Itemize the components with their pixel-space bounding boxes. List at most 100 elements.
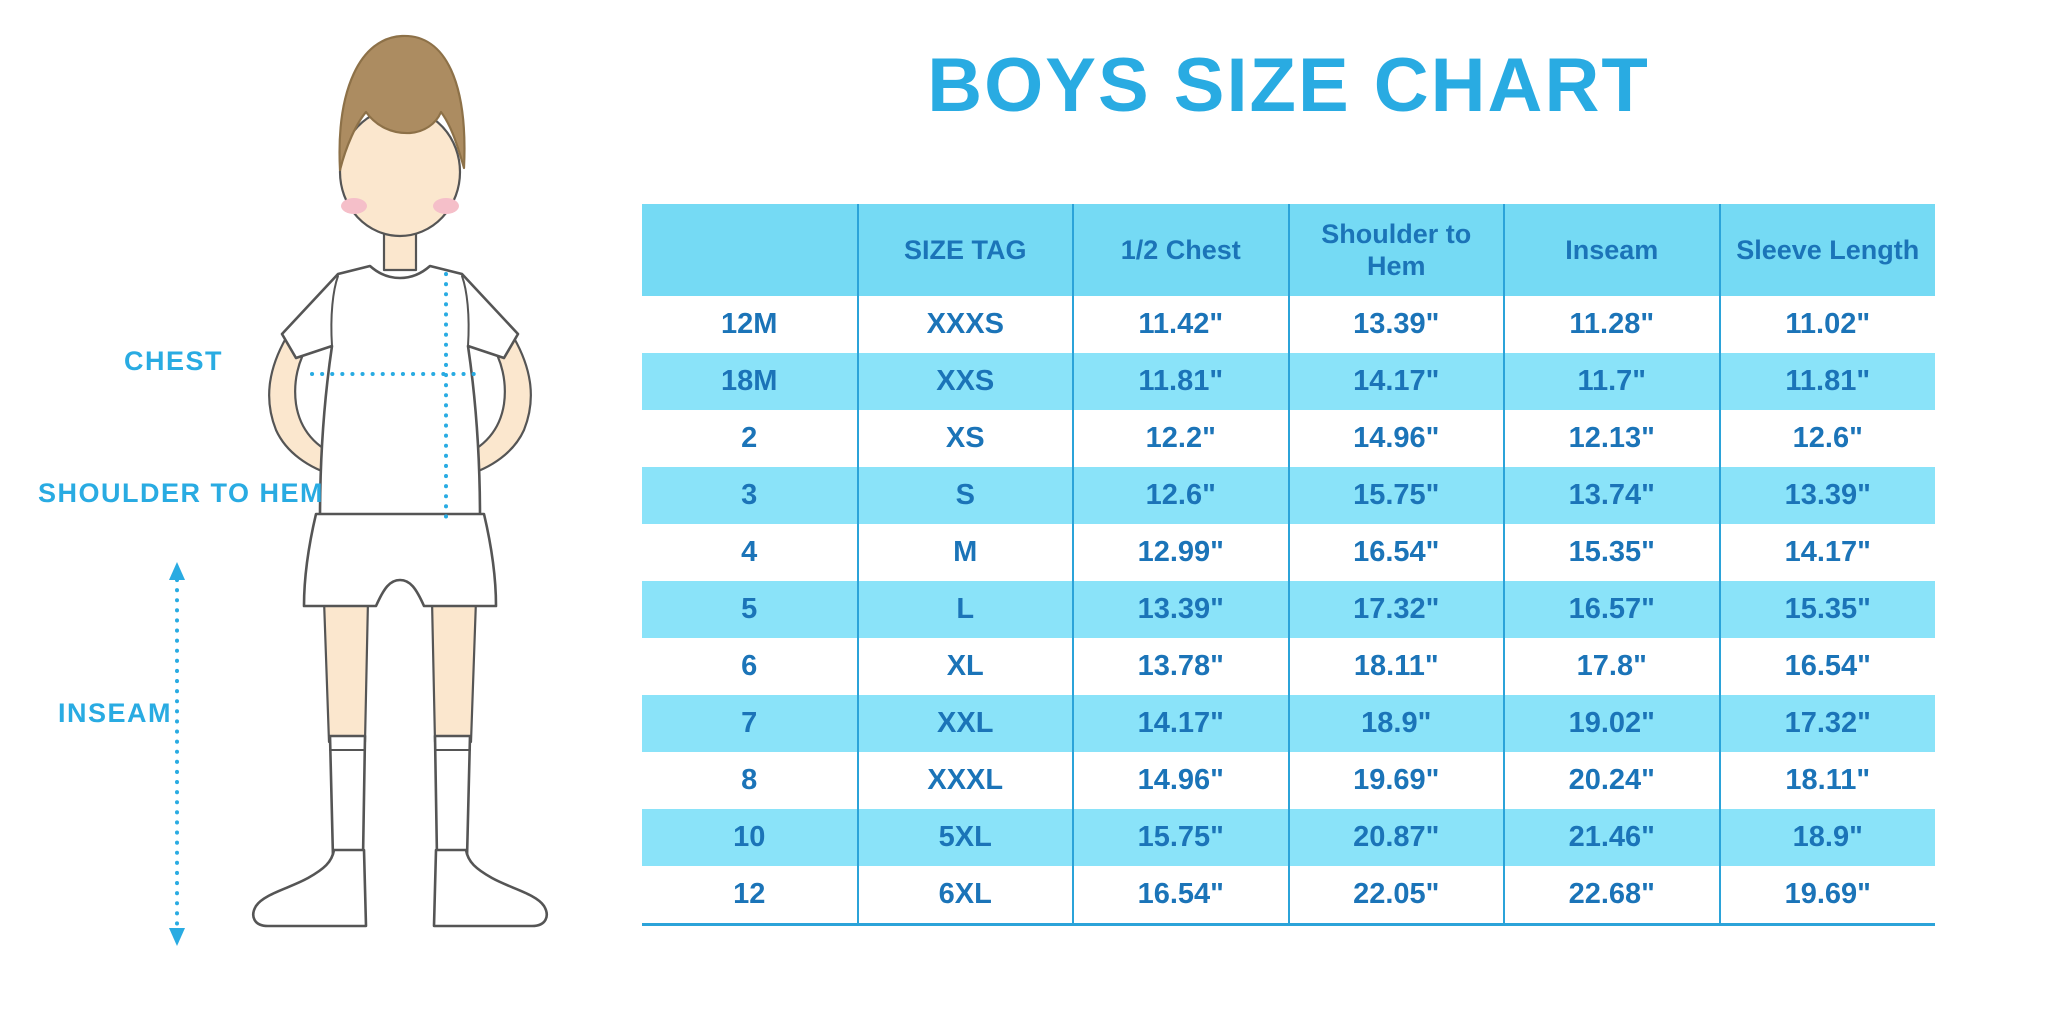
size-cell: 3 [642, 467, 858, 524]
measurement-cell: 13.39" [1718, 467, 1935, 524]
size-tag-cell: XL [856, 638, 1073, 695]
measurement-cell: 19.69" [1718, 866, 1935, 926]
chest-label: CHEST [124, 346, 224, 376]
measurement-cell: 14.17" [1718, 524, 1935, 581]
size-tag-cell: XXXS [856, 296, 1073, 353]
table-row: 12M XXXS 11.42" 13.39" 11.28" 11.02" [642, 296, 1935, 353]
table-row: 10 5XL 15.75" 20.87" 21.46" 18.9" [642, 809, 1935, 866]
inseam-arrow-bottom [169, 928, 185, 946]
column-header-shoulder-to-hem: Shoulder to Hem [1287, 204, 1504, 296]
measurement-cell: 15.75" [1072, 809, 1289, 866]
measurement-cell: 13.39" [1072, 581, 1289, 638]
measurement-cell: 13.74" [1503, 467, 1720, 524]
table-row: 6 XL 13.78" 18.11" 17.8" 16.54" [642, 638, 1935, 695]
size-cell: 18M [642, 353, 858, 410]
size-tag-cell: 6XL [856, 866, 1073, 926]
boy-figure-illustration [0, 0, 640, 1024]
measurement-cell: 15.35" [1503, 524, 1720, 581]
size-cell: 6 [642, 638, 858, 695]
size-tag-cell: S [856, 467, 1073, 524]
measurement-cell: 22.05" [1287, 866, 1504, 926]
measurement-cell: 11.7" [1503, 353, 1720, 410]
measurement-cell: 14.96" [1287, 410, 1504, 467]
size-cell: 5 [642, 581, 858, 638]
size-tag-cell: XS [856, 410, 1073, 467]
size-tag-cell: XXS [856, 353, 1073, 410]
measurement-cell: 12.13" [1503, 410, 1720, 467]
size-tag-cell: M [856, 524, 1073, 581]
measurement-cell: 17.32" [1287, 581, 1504, 638]
measurement-cell: 15.35" [1718, 581, 1935, 638]
measurement-cell: 19.69" [1287, 752, 1504, 809]
tshirt-armhole-left [330, 275, 339, 347]
measurement-cell: 18.11" [1718, 752, 1935, 809]
size-cell: 12M [642, 296, 858, 353]
measurement-cell: 11.28" [1503, 296, 1720, 353]
column-header-half-chest: 1/2 Chest [1072, 204, 1289, 296]
column-header-size [642, 204, 858, 296]
boy-cheek-left [341, 198, 367, 214]
size-cell: 12 [642, 866, 858, 926]
size-cell: 10 [642, 809, 858, 866]
tshirt-armhole-right [461, 275, 470, 347]
measurement-cell: 19.02" [1503, 695, 1720, 752]
measurement-cell: 18.9" [1287, 695, 1504, 752]
boy-shoe-left [252, 848, 368, 928]
table-row: 2 XS 12.2" 14.96" 12.13" 12.6" [642, 410, 1935, 467]
measurement-cell: 13.39" [1287, 296, 1504, 353]
table-row: 5 L 13.39" 17.32" 16.57" 15.35" [642, 581, 1935, 638]
measurement-cell: 22.68" [1503, 866, 1720, 926]
measurement-cell: 14.17" [1072, 695, 1289, 752]
table-row: 4 M 12.99" 16.54" 15.35" 14.17" [642, 524, 1935, 581]
measurement-cell: 14.96" [1072, 752, 1289, 809]
measurement-cell: 11.81" [1718, 353, 1935, 410]
measurement-cell: 16.54" [1718, 638, 1935, 695]
measurement-cell: 16.54" [1287, 524, 1504, 581]
size-tag-cell: XXL [856, 695, 1073, 752]
table-row: 12 6XL 16.54" 22.05" 22.68" 19.69" [642, 866, 1935, 926]
boy-leg-left [322, 598, 370, 744]
size-tag-cell: L [856, 581, 1073, 638]
measurement-cell: 12.2" [1072, 410, 1289, 467]
measurement-cell: 16.57" [1503, 581, 1720, 638]
measurement-cell: 12.6" [1718, 410, 1935, 467]
size-table-body: 12M XXXS 11.42" 13.39" 11.28" 11.02" 18M XXS 11.… [642, 296, 1935, 926]
boy-cheek-right [433, 198, 459, 214]
measurement-cell: 20.87" [1287, 809, 1504, 866]
inseam-arrow-top [169, 562, 185, 580]
table-row: 3 S 12.6" 15.75" 13.74" 13.39" [642, 467, 1935, 524]
boy-sock-right [433, 734, 472, 860]
measurement-cell: 21.46" [1503, 809, 1720, 866]
size-cell: 8 [642, 752, 858, 809]
boy-sock-left [328, 734, 367, 860]
measurement-cell: 11.02" [1718, 296, 1935, 353]
measurement-cell: 17.8" [1503, 638, 1720, 695]
size-table-header: SIZE TAG 1/2 Chest Shoulder to Hem Insea… [642, 204, 1935, 296]
measurement-cell: 12.99" [1072, 524, 1289, 581]
boy-tshirt [280, 264, 520, 520]
measurement-cell: 12.6" [1072, 467, 1289, 524]
measurement-cell: 16.54" [1072, 866, 1289, 926]
table-row: 8 XXXL 14.96" 19.69" 20.24" 18.11" [642, 752, 1935, 809]
measurement-cell: 13.78" [1072, 638, 1289, 695]
measurement-cell: 11.42" [1072, 296, 1289, 353]
size-tag-cell: 5XL [856, 809, 1073, 866]
boy-hair [338, 34, 466, 172]
measurement-cell: 17.32" [1718, 695, 1935, 752]
measurement-cell: 20.24" [1503, 752, 1720, 809]
table-row: 18M XXS 11.81" 14.17" 11.7" 11.81" [642, 353, 1935, 410]
boy-leg-right [430, 598, 478, 744]
table-row: 7 XXL 14.17" 18.9" 19.02" 17.32" [642, 695, 1935, 752]
measurement-cell: 14.17" [1287, 353, 1504, 410]
size-cell: 4 [642, 524, 858, 581]
shoulder-to-hem-label: SHOULDER TO HEM [38, 478, 325, 508]
measurement-cell: 18.11" [1287, 638, 1504, 695]
size-cell: 2 [642, 410, 858, 467]
size-cell: 7 [642, 695, 858, 752]
size-tag-cell: XXXL [856, 752, 1073, 809]
boys-size-chart-table: SIZE TAG 1/2 Chest Shoulder to Hem Insea… [642, 204, 1935, 926]
boy-shorts [302, 512, 498, 608]
inseam-label: INSEAM [58, 698, 173, 728]
column-header-sleeve-length: Sleeve Length [1718, 204, 1935, 296]
